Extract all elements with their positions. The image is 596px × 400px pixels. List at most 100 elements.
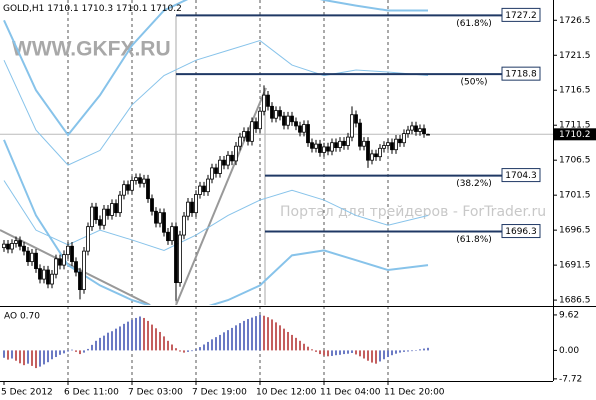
ao-bar — [223, 332, 225, 351]
band-line — [3, 139, 429, 305]
candle-body — [150, 198, 154, 212]
ao-bar — [3, 350, 5, 358]
candle-body — [254, 121, 258, 130]
symbol: GOLD,H1 — [3, 4, 44, 14]
candle-body — [98, 219, 102, 226]
ao-bar — [175, 348, 177, 351]
ao-bar — [191, 350, 193, 352]
candle-body — [54, 258, 58, 275]
candle-body — [318, 143, 322, 153]
ao-bar — [391, 350, 393, 356]
ao-bar — [351, 350, 353, 353]
candle-body — [390, 142, 394, 151]
candle-body — [42, 269, 46, 280]
candle-body — [106, 208, 110, 216]
ao-bar — [231, 327, 233, 351]
fibo-ratio: (61.8%) — [456, 19, 492, 29]
candle-body — [6, 243, 10, 250]
candle-body — [138, 177, 142, 184]
ao-bar — [267, 317, 269, 351]
ao-bar — [347, 350, 349, 354]
candle-body — [50, 273, 54, 285]
candle-body — [30, 252, 34, 263]
candle-body — [386, 142, 390, 146]
candle-body — [70, 245, 74, 263]
ao-bar — [99, 337, 101, 351]
candle-body — [378, 147, 382, 158]
ao-bar — [343, 350, 345, 355]
ao-bar — [299, 340, 301, 351]
ao-bar — [187, 350, 189, 352]
candle-body — [266, 94, 270, 107]
fibo-price: 1704.3 — [505, 171, 537, 181]
x-tick-label: 11 Dec 04:00 — [320, 388, 381, 398]
ao-bar — [163, 336, 165, 351]
fibo-price: 1727.2 — [505, 11, 537, 21]
candle-body — [414, 125, 418, 132]
ao-bar — [171, 344, 173, 351]
candle-body — [66, 245, 70, 256]
last-price-label: 1710.2 — [559, 130, 591, 140]
header-value: 1710.1 — [47, 4, 79, 14]
candle-body — [206, 178, 210, 193]
ao-bar — [15, 350, 17, 361]
ao-bar — [59, 350, 61, 355]
candle-body — [358, 122, 362, 147]
candle-body — [230, 154, 234, 162]
ao-bar — [275, 322, 277, 351]
ao-bar — [131, 319, 133, 351]
ao-bar — [335, 350, 337, 356]
ao-bar — [123, 323, 125, 351]
ao-bar — [51, 350, 53, 360]
candle-body — [306, 124, 310, 144]
ao-bar — [95, 340, 97, 351]
ao-bar — [203, 344, 205, 351]
candle-body — [122, 184, 126, 196]
fibo-ratio: (61.8%) — [456, 235, 492, 245]
fibo-price: 1718.8 — [505, 70, 537, 80]
candle-body — [2, 243, 6, 249]
main-panel: 1727.2 (61.8%) 1718.8 (50%) 1704.3 (38.2%) 169… — [0, 0, 553, 305]
ao-bar — [307, 346, 309, 351]
candle-body — [382, 145, 386, 149]
ao-bar — [155, 328, 157, 351]
candle-body — [362, 140, 366, 147]
ao-bar — [339, 350, 341, 355]
ao-bar — [323, 350, 325, 356]
candle-body — [178, 234, 182, 284]
ao-bar — [139, 316, 141, 351]
candle-body — [170, 226, 174, 242]
ao-bar — [75, 350, 77, 352]
candle-body — [134, 177, 138, 181]
candle-body — [202, 185, 206, 193]
watermark: Портал для трейдеров - ForTrader.ru — [280, 204, 546, 220]
plot — [3, 315, 429, 369]
candle-body — [158, 212, 162, 224]
candle-body — [282, 115, 286, 126]
fibo-ratio: (38.2%) — [456, 179, 492, 189]
candle-body — [426, 133, 430, 136]
ao-bar — [67, 350, 69, 352]
candle-body — [250, 121, 254, 142]
x-tick-label: 6 Dec 11:00 — [64, 388, 119, 398]
x-tick-label: 10 Dec 12:00 — [256, 388, 317, 398]
candle-body — [222, 159, 226, 166]
ao-bar — [415, 350, 417, 351]
y-tick-label: 1726.5 — [559, 16, 591, 26]
band-line — [3, 0, 428, 137]
ao-bar — [271, 319, 273, 351]
candle-body — [118, 194, 122, 214]
ao-bar — [107, 332, 109, 351]
candle-body — [354, 114, 358, 124]
candle-body — [194, 194, 198, 214]
ao-title: AO 0.70 — [4, 312, 40, 322]
ao-bar — [91, 344, 93, 351]
ao-bar — [215, 337, 217, 351]
candle-body — [214, 167, 218, 174]
ao-bar — [319, 350, 321, 355]
ao-bar — [411, 350, 413, 352]
ao-bar — [251, 317, 253, 351]
candle-body — [126, 184, 130, 191]
candle-body — [18, 240, 22, 247]
candle-body — [82, 250, 86, 291]
